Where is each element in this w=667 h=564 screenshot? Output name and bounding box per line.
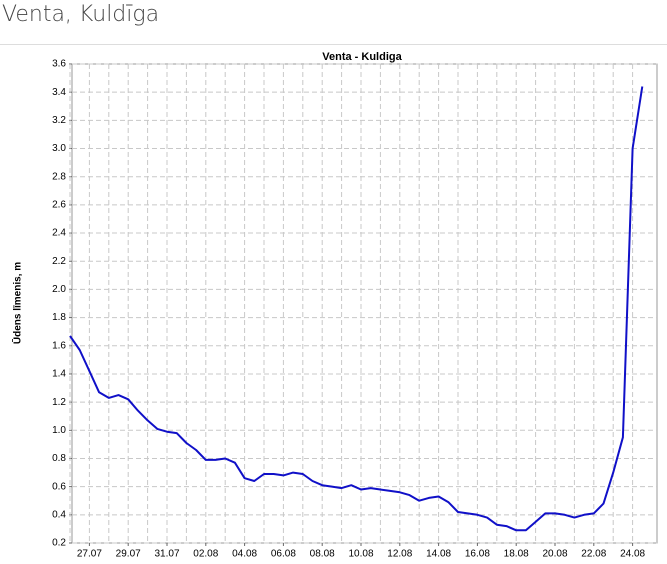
x-tick-label: 18.08 xyxy=(504,549,529,560)
x-tick-label: 16.08 xyxy=(465,549,490,560)
y-tick-label: 2.0 xyxy=(52,284,66,295)
chart-title: Venta - Kuldiga xyxy=(322,51,402,63)
y-tick-label: 0.6 xyxy=(52,481,66,492)
x-tick-label: 06.08 xyxy=(271,549,296,560)
x-tick-label: 20.08 xyxy=(542,549,567,560)
x-tick-label: 24.08 xyxy=(620,549,645,560)
x-tick-label: 27.07 xyxy=(77,549,102,560)
y-tick-label: 3.2 xyxy=(52,115,66,126)
plot-area xyxy=(71,63,658,544)
y-tick-label: 3.6 xyxy=(52,59,66,70)
y-tick-label: 0.8 xyxy=(52,453,66,464)
y-tick-label: 0.2 xyxy=(52,538,66,549)
x-tick-label: 04.08 xyxy=(232,549,257,560)
x-tick-label: 08.08 xyxy=(310,549,335,560)
y-axis-label: Ūdens līmenis, m xyxy=(12,262,24,344)
y-tick-label: 2.8 xyxy=(52,171,66,182)
y-tick-label: 2.6 xyxy=(52,200,66,211)
y-tick-label: 3.0 xyxy=(52,143,66,154)
y-tick-label: 1.2 xyxy=(52,397,66,408)
x-tick-label: 14.08 xyxy=(426,549,451,560)
y-tick-label: 1.4 xyxy=(52,369,66,380)
y-tick-label: 1.6 xyxy=(52,340,66,351)
y-tick-label: 2.4 xyxy=(52,228,66,239)
x-tick-label: 31.07 xyxy=(154,549,179,560)
y-tick-label: 1.8 xyxy=(52,312,66,323)
y-tick-label: 0.4 xyxy=(52,509,66,520)
x-tick-label: 10.08 xyxy=(348,549,373,560)
x-tick-label: 22.08 xyxy=(581,549,606,560)
x-tick-label: 12.08 xyxy=(387,549,412,560)
data-line xyxy=(69,86,644,532)
y-tick-label: 3.4 xyxy=(52,87,66,98)
x-tick-label: 02.08 xyxy=(193,549,218,560)
page-title: Venta, Kuldīga xyxy=(2,2,160,27)
divider xyxy=(0,44,667,45)
y-tick-label: 1.0 xyxy=(52,425,66,436)
y-tick-label: 2.2 xyxy=(52,256,66,267)
x-tick-label: 29.07 xyxy=(116,549,141,560)
